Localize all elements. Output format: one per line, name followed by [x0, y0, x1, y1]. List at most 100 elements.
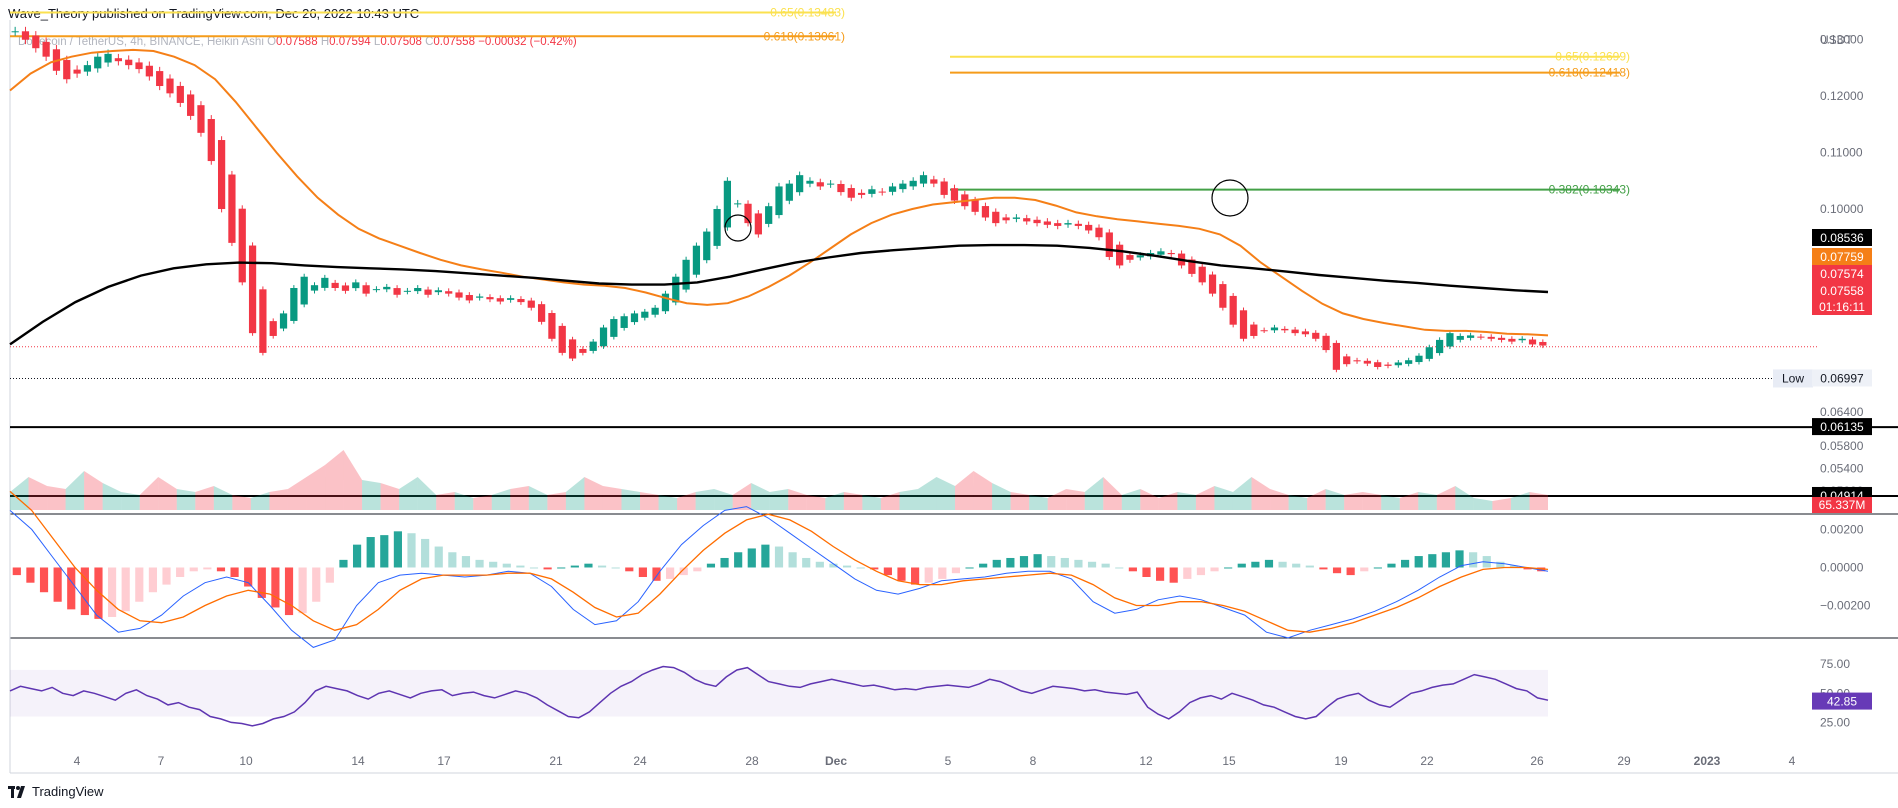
macd-histogram-bar [788, 552, 797, 568]
candle-body [816, 182, 824, 187]
macd-histogram-bar [1183, 567, 1192, 579]
candle-body [1054, 223, 1062, 226]
volume-area-segment [862, 495, 881, 510]
candle-body [125, 59, 133, 66]
candle-body [248, 245, 257, 334]
price-tag-label: 01:16:11 [1819, 300, 1865, 314]
candle-body [723, 180, 732, 228]
time-tick-label: 8 [1030, 754, 1037, 768]
macd-histogram-bar [774, 546, 784, 568]
candle-body [785, 183, 793, 201]
candle-body [775, 186, 783, 216]
macd-histogram-bar [761, 544, 770, 568]
candle-body [434, 290, 442, 293]
time-tick-label: 4 [74, 754, 81, 768]
candle-body [950, 188, 959, 201]
time-tick-label: 19 [1334, 754, 1348, 768]
price-tag-bg [1812, 282, 1872, 299]
candle-body [352, 282, 360, 289]
candle-body [909, 180, 917, 187]
candle-body [806, 180, 814, 184]
macd-histogram-bar [1115, 567, 1124, 569]
macd-histogram-bar [625, 567, 634, 572]
macd-histogram-bar [271, 567, 280, 608]
macd-tick-label: 0.00000 [1820, 560, 1864, 574]
time-tick-label: 14 [351, 754, 365, 768]
time-tick-label: 22 [1420, 754, 1434, 768]
candle-body [1239, 310, 1248, 339]
macd-histogram-bar [706, 563, 716, 568]
macd-line [9, 506, 1549, 648]
volume-area-segment [1010, 492, 1030, 510]
macd-histogram-bar [162, 567, 171, 585]
tradingview-footer[interactable]: TradingView [8, 784, 104, 799]
macd-histogram-bar [80, 567, 89, 616]
volume-area-segment [880, 492, 900, 510]
candle-body [754, 213, 762, 235]
candle-body [1456, 335, 1464, 340]
cross-marker-circle [1211, 179, 1249, 217]
volume-area-segment [1288, 495, 1308, 510]
macd-histogram-bar [148, 567, 157, 593]
candle-body [930, 179, 938, 184]
candle-body [517, 299, 525, 303]
volume-area-segment [936, 477, 956, 510]
volume-area-segment [1066, 489, 1085, 510]
candle-body [579, 348, 587, 353]
candle-body [630, 313, 639, 323]
volume-area-segment [732, 483, 752, 510]
symbol-name[interactable]: Dogecoin / TetherUS, 4h, BINANCE, Heikin… [18, 36, 264, 48]
rsi-tick-label: 75.00 [1820, 657, 1850, 671]
candle-body [1023, 218, 1031, 222]
candle-body [1260, 330, 1268, 332]
candle-body [1074, 223, 1082, 226]
macd-histogram-bar [597, 565, 607, 568]
candle-body [888, 186, 897, 192]
candle-body [599, 327, 608, 347]
candle-body [765, 206, 773, 224]
volume-area-segment [528, 486, 548, 510]
price-tag-bg [1812, 265, 1872, 282]
candle-body [1033, 219, 1041, 224]
volume-area-segment [973, 471, 993, 510]
candle-body [641, 311, 649, 318]
macd-histogram-bar [938, 567, 947, 579]
candle-body [847, 188, 855, 198]
volume-area-segment [28, 477, 48, 510]
candle-body [300, 276, 308, 305]
candle-body [527, 300, 535, 308]
chart-canvas[interactable]: USDT0.130000.120000.110000.100000.090000… [0, 0, 1898, 780]
volume-area-segment [380, 483, 400, 510]
rsi-line [9, 665, 1549, 727]
candle-body [1528, 339, 1537, 345]
candle-body [1466, 335, 1475, 338]
volume-area-segment [1140, 489, 1159, 510]
candle-body [507, 298, 515, 300]
macd-histogram-bar [434, 546, 443, 568]
volume-area-segment [1158, 492, 1178, 510]
candle-body [1085, 224, 1093, 231]
macd-histogram-bar [407, 533, 416, 568]
candle-body [217, 140, 226, 210]
tradingview-logo-icon [8, 785, 25, 798]
macd-histogram-bar [39, 567, 49, 593]
macd-histogram-bar [1087, 561, 1097, 568]
volume-area-segment [1344, 492, 1363, 510]
candle-body [651, 307, 659, 315]
candle-body [610, 319, 618, 337]
candle-body [1126, 255, 1134, 260]
candle-body [455, 292, 463, 298]
volume-area-segment [47, 486, 66, 510]
candle-body [187, 94, 195, 116]
candle-body [73, 69, 81, 74]
volume-area-segment [1362, 492, 1382, 510]
candle-body [372, 289, 381, 291]
candle-body [1394, 362, 1402, 366]
time-tick-label: 21 [549, 754, 563, 768]
candle-body [878, 191, 886, 193]
macd-histogram-bar [965, 567, 974, 569]
candle-body [259, 289, 267, 353]
macd-histogram-bar [1496, 561, 1505, 568]
candle-body [1343, 356, 1351, 365]
ema-orange-line [9, 48, 1549, 337]
